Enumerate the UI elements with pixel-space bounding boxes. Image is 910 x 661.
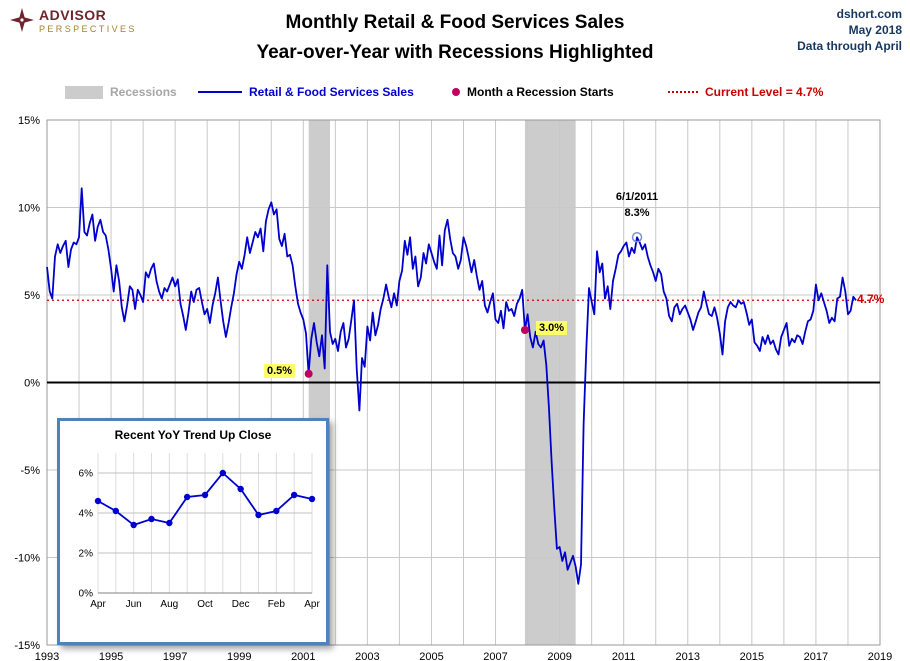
legend-item-series: Retail & Food Services Sales [198, 82, 414, 102]
svg-text:Apr: Apr [304, 599, 320, 610]
svg-text:Aug: Aug [160, 599, 178, 610]
svg-text:2005: 2005 [419, 651, 443, 661]
svg-text:2%: 2% [79, 549, 94, 560]
dotted-line-icon [668, 91, 698, 93]
svg-text:-10%: -10% [14, 553, 40, 565]
legend-label-recessions: Recessions [110, 85, 177, 99]
annotation-peak-date: 6/1/2011 [615, 191, 659, 203]
svg-text:-15%: -15% [14, 640, 40, 652]
legend: Recessions Retail & Food Services Sales … [0, 82, 910, 104]
inset-axis-labels: 0% 2% 4% 6% Apr Jun Aug Oct Dec Feb Apr [79, 469, 321, 611]
svg-text:2001: 2001 [291, 651, 315, 661]
inset-title: Recent YoY Trend Up Close [114, 428, 272, 442]
svg-text:-5%: -5% [20, 465, 40, 477]
svg-text:2019: 2019 [868, 651, 892, 661]
svg-text:0%: 0% [24, 378, 40, 390]
svg-text:Dec: Dec [232, 599, 250, 610]
svg-text:15%: 15% [18, 115, 40, 127]
svg-text:Apr: Apr [90, 599, 106, 610]
axis-labels: 15% 10% 5% 0% -5% -10% -15%1993 1995 1997 1999 200… [14, 115, 892, 661]
inset-markers [94, 469, 316, 529]
svg-text:2003: 2003 [355, 651, 379, 661]
chart-title-line1: Monthly Retail & Food Services Sales [285, 12, 625, 33]
svg-text:Feb: Feb [268, 599, 286, 610]
legend-item-recession-start: Month a Recession Starts [452, 82, 614, 102]
advisor-perspectives-logo: ADVISOR PERSPECTIVES [10, 8, 137, 37]
chart-title: Monthly Retail & Food Services Sales Yea… [130, 8, 780, 68]
svg-text:10%: 10% [18, 203, 40, 215]
svg-text:1999: 1999 [227, 651, 251, 661]
inset-chart-panel: Recent YoY Trend Up Close 0% 2% 4% 6% Apr Jun… [57, 418, 329, 645]
svg-text:1997: 1997 [163, 651, 187, 661]
svg-text:5%: 5% [24, 290, 40, 302]
legend-item-recessions: Recessions [65, 82, 177, 102]
logo-text: ADVISOR PERSPECTIVES [39, 8, 137, 34]
legend-label-current-level: Current Level = 4.7% [705, 85, 824, 99]
recession-swatch-icon [65, 85, 103, 99]
svg-text:4%: 4% [79, 509, 94, 520]
svg-text:6%: 6% [79, 469, 94, 480]
svg-text:Jun: Jun [126, 599, 142, 610]
svg-text:1993: 1993 [35, 651, 59, 661]
series-line [46, 187, 857, 585]
legend-item-current-level: Current Level = 4.7% [668, 82, 823, 102]
legend-label-recession-start: Month a Recession Starts [467, 85, 614, 99]
source-block: dshort.com May 2018 Data through April [797, 6, 902, 54]
source-site: dshort.com [836, 7, 902, 21]
source-date: May 2018 [848, 23, 902, 37]
logo-line1: ADVISOR [39, 7, 107, 23]
markers [304, 232, 643, 378]
svg-text:1995: 1995 [99, 651, 123, 661]
svg-text:2017: 2017 [804, 651, 828, 661]
annotation-recession-start-2001: 0.5% [264, 364, 296, 378]
svg-text:Oct: Oct [197, 599, 213, 610]
svg-text:2013: 2013 [676, 651, 700, 661]
annotation-peak-value: 8.3% [624, 207, 650, 219]
annotation-current-level: 4.7% [857, 292, 885, 306]
legend-label-series: Retail & Food Services Sales [249, 85, 414, 99]
chart-title-line2: Year-over-Year with Recessions Highlight… [256, 42, 654, 63]
recession-start-dot-icon [452, 88, 460, 96]
svg-text:2015: 2015 [740, 651, 764, 661]
compass-star-icon [10, 8, 34, 37]
source-data-through: Data through April [797, 39, 902, 53]
svg-text:2009: 2009 [547, 651, 571, 661]
series-line-icon [198, 91, 242, 93]
logo-line2: PERSPECTIVES [39, 24, 137, 34]
inset-chart: 0% 2% 4% 6% Apr Jun Aug Oct Dec Feb Apr [79, 453, 321, 611]
inset-gridlines [97, 453, 313, 594]
svg-text:2011: 2011 [612, 651, 636, 661]
svg-text:2007: 2007 [483, 651, 507, 661]
annotation-recession-start-2007: 3.0% [536, 321, 568, 335]
svg-text:0%: 0% [79, 589, 94, 600]
